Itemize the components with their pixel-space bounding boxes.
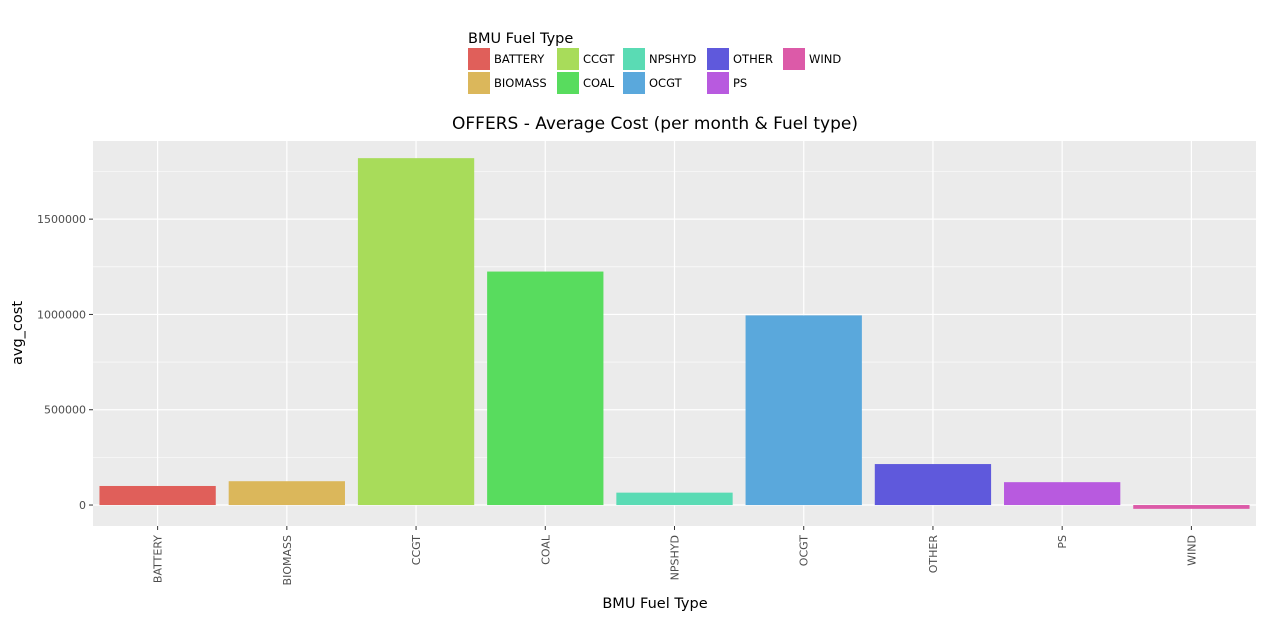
y-tick-label: 1500000 (37, 213, 86, 226)
bar-ocgt (745, 315, 862, 506)
x-axis-label: BMU Fuel Type (602, 596, 707, 612)
chart-title: OFFERS - Average Cost (per month & Fuel … (452, 114, 858, 134)
y-tick-label: 500000 (44, 404, 86, 417)
bar-battery (99, 485, 216, 506)
legend-swatch-wind (783, 48, 805, 70)
legend-label-other: OTHER (733, 52, 773, 66)
bars (99, 158, 1250, 509)
legend-swatch-other (707, 48, 729, 70)
legend-title: BMU Fuel Type (468, 31, 573, 47)
legend-label-ps: PS (733, 76, 747, 90)
legend: BMU Fuel Type BATTERY BIOMASS CCGT COAL NPSH… (468, 31, 841, 94)
legend-swatch-biomass (468, 72, 490, 94)
x-tick-label: BIOMASS (281, 535, 294, 585)
y-tick-label: 0 (79, 499, 86, 512)
bar-biomass (228, 481, 345, 506)
y-axis-label: avg_cost (10, 301, 26, 365)
legend-label-npshyd: NPSHYD (649, 52, 697, 66)
x-tick-label: COAL (539, 534, 552, 565)
x-tick-label: OCGT (798, 535, 811, 566)
legend-swatch-ocgt (623, 72, 645, 94)
axes: 0 500000 1000000 1500000 BATTERY BIOMASS CCGT C… (37, 213, 1198, 585)
x-tick-label: NPSHYD (669, 535, 682, 580)
x-tick-label: CCGT (410, 535, 423, 565)
bar-other (874, 464, 992, 506)
plot-panel (93, 141, 1256, 526)
legend-swatch-ccgt (557, 48, 579, 70)
bar-wind (1133, 505, 1250, 509)
x-tick-label: BATTERY (152, 535, 165, 583)
legend-swatch-npshyd (623, 48, 645, 70)
legend-label-ocgt: OCGT (649, 76, 683, 90)
legend-label-wind: WIND (809, 52, 841, 66)
legend-label-ccgt: CCGT (583, 52, 616, 66)
bar-ps (1004, 482, 1121, 506)
legend-swatch-ps (707, 72, 729, 94)
bar-npshyd (616, 492, 733, 506)
legend-label-battery: BATTERY (494, 52, 545, 66)
y-tick-label: 1000000 (37, 308, 86, 321)
bar-ccgt (357, 158, 475, 506)
x-tick-label: OTHER (927, 535, 940, 574)
legend-label-coal: COAL (583, 76, 615, 90)
x-tick-label: WIND (1185, 535, 1198, 566)
legend-swatch-coal (557, 72, 579, 94)
legend-swatch-battery (468, 48, 490, 70)
bar-coal (487, 271, 604, 506)
legend-label-biomass: BIOMASS (494, 76, 547, 90)
x-tick-label: PS (1056, 535, 1069, 549)
